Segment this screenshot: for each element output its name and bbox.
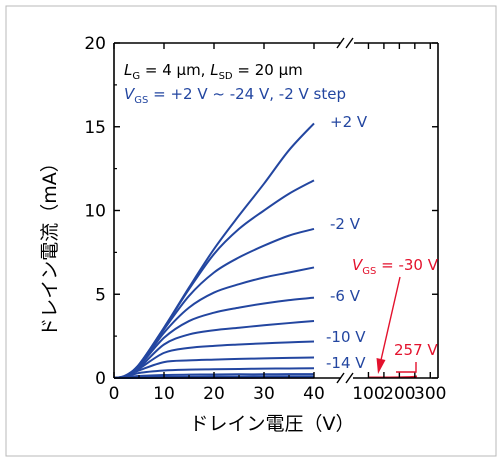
device-parameters-label: LG = 4 μm, LSD = 20 μm xyxy=(124,61,303,82)
gate-voltage-sweep-label: VGS = +2 V ~ -24 V, -2 V step xyxy=(124,85,346,106)
series-label: -10 V xyxy=(326,328,366,346)
y-tick-label: 10 xyxy=(84,202,106,222)
x-tick-label: 100 xyxy=(352,384,384,404)
breakdown-voltage-label: 257 V xyxy=(394,341,438,359)
y-tick-label: 0 xyxy=(95,369,106,389)
x-axis-label: ドレイン電圧（V） xyxy=(190,413,355,435)
series-label: -2 V xyxy=(330,215,361,233)
x-tick-label: 200 xyxy=(383,384,415,404)
y-tick-label: 5 xyxy=(95,285,106,305)
series-label: -6 V xyxy=(330,287,361,305)
x-tick-label: 40 xyxy=(303,384,325,404)
series-label: +2 V xyxy=(330,113,368,131)
x-tick-label: 20 xyxy=(203,384,225,404)
x-tick-label: 30 xyxy=(253,384,275,404)
x-tick-label: 10 xyxy=(153,384,175,404)
y-tick-label: 20 xyxy=(84,34,106,54)
y-axis-label: ドレイン電流（mA） xyxy=(39,153,61,337)
x-tick-label: 300 xyxy=(414,384,446,404)
x-tick-label: 0 xyxy=(109,384,120,404)
series-label: -14 V xyxy=(326,354,366,372)
y-tick-label: 15 xyxy=(84,118,106,138)
